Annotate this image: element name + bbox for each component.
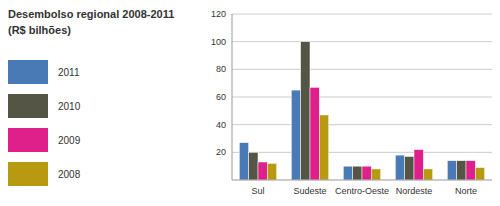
x-tick-label: Norte: [455, 186, 477, 196]
legend-swatch: [8, 162, 48, 186]
bar: [447, 161, 456, 180]
legend-label: 2008: [58, 169, 81, 180]
subtitle: (R$ bilhões): [8, 24, 71, 36]
bar: [239, 143, 248, 180]
y-tick-label: 80: [216, 64, 226, 74]
bar: [319, 115, 328, 180]
y-tick-label: 20: [216, 147, 226, 157]
y-axis: 20 40 60 80 100 120: [211, 9, 492, 180]
x-tick-label: Sudeste: [293, 186, 326, 196]
x-axis: Sul Sudeste Centro-Oeste Nordeste Norte: [251, 186, 477, 196]
grid-line: [232, 152, 492, 153]
grid-line: [232, 97, 492, 98]
bar: [423, 169, 432, 180]
legend-label: 2011: [58, 67, 80, 78]
bar: [267, 163, 276, 180]
bar: [362, 166, 371, 180]
legend-swatch: [8, 94, 48, 118]
legend-swatch: [8, 128, 48, 152]
y-tick-label: 40: [216, 120, 226, 130]
bar: [466, 161, 475, 180]
legend: 2011 2010 2009 2008: [8, 60, 81, 186]
grid-line: [232, 124, 492, 125]
bar: [475, 168, 484, 180]
bar: [371, 169, 380, 180]
bar: [414, 150, 423, 180]
bar: [457, 161, 466, 180]
x-tick-label: Sul: [251, 186, 264, 196]
bar: [258, 162, 267, 180]
bar: [249, 152, 258, 180]
bar: [343, 166, 352, 180]
bar: [310, 87, 319, 180]
bar: [353, 166, 362, 180]
grid-line: [232, 41, 492, 42]
bars: [239, 42, 484, 180]
grid-line: [232, 69, 492, 70]
bar: [291, 90, 300, 180]
grid-line: [232, 14, 492, 15]
legend-label: 2010: [58, 101, 81, 112]
x-tick-label: Nordeste: [396, 186, 433, 196]
bar: [405, 156, 414, 180]
chart-container: Desembolso regional 2008-2011 (R$ bilhões…: [0, 0, 500, 206]
bar: [301, 42, 310, 180]
legend-swatch: [8, 60, 48, 84]
y-tick-label: 120: [211, 9, 226, 19]
legend-label: 2009: [58, 135, 81, 146]
bar: [395, 155, 404, 180]
x-axis-line: [232, 180, 492, 181]
y-tick-label: 60: [216, 92, 226, 102]
chart: Desembolso regional 2008-2011 (R$ bilhões…: [0, 0, 500, 206]
x-tick-label: Centro-Oeste: [335, 186, 389, 196]
y-axis-line: [232, 14, 233, 180]
title: Desembolso regional 2008-2011: [8, 8, 174, 20]
y-tick-label: 100: [211, 37, 226, 47]
